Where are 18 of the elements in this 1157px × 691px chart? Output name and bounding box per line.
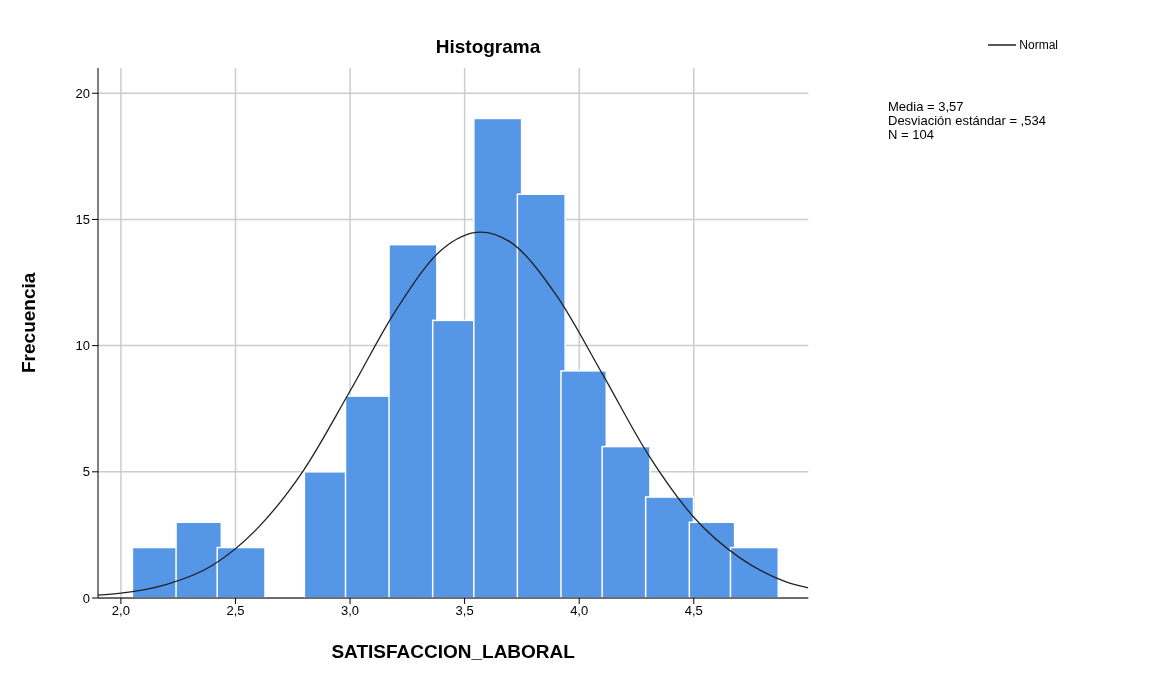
- x-tick-label: 2,0: [111, 603, 130, 619]
- y-tick-label: 0: [82, 590, 90, 606]
- x-axis-title: SATISFACCION_LABORAL: [331, 641, 576, 662]
- text: Media = 3,57: [888, 99, 965, 114]
- x-tick-label: 2,5: [226, 603, 245, 619]
- chart-title: Histograma: [434, 36, 542, 58]
- y-tick-label: 10: [75, 338, 90, 354]
- y-tick-label: 5: [82, 464, 90, 480]
- text: Desviación estándar = ,534: [888, 113, 1046, 128]
- y-axis-title: Frecuencia: [17, 272, 39, 373]
- x-tick-label: 3,0: [341, 603, 360, 619]
- x-tick-label: 4,5: [684, 603, 703, 619]
- legend-label: Normal: [1019, 38, 1058, 52]
- x-tick-label: 4,0: [570, 603, 589, 619]
- y-tick-label: 20: [75, 85, 90, 101]
- x-tick-label: 3,5: [455, 603, 474, 619]
- text: N = 104: [888, 127, 935, 142]
- y-tick-label: 15: [75, 212, 90, 228]
